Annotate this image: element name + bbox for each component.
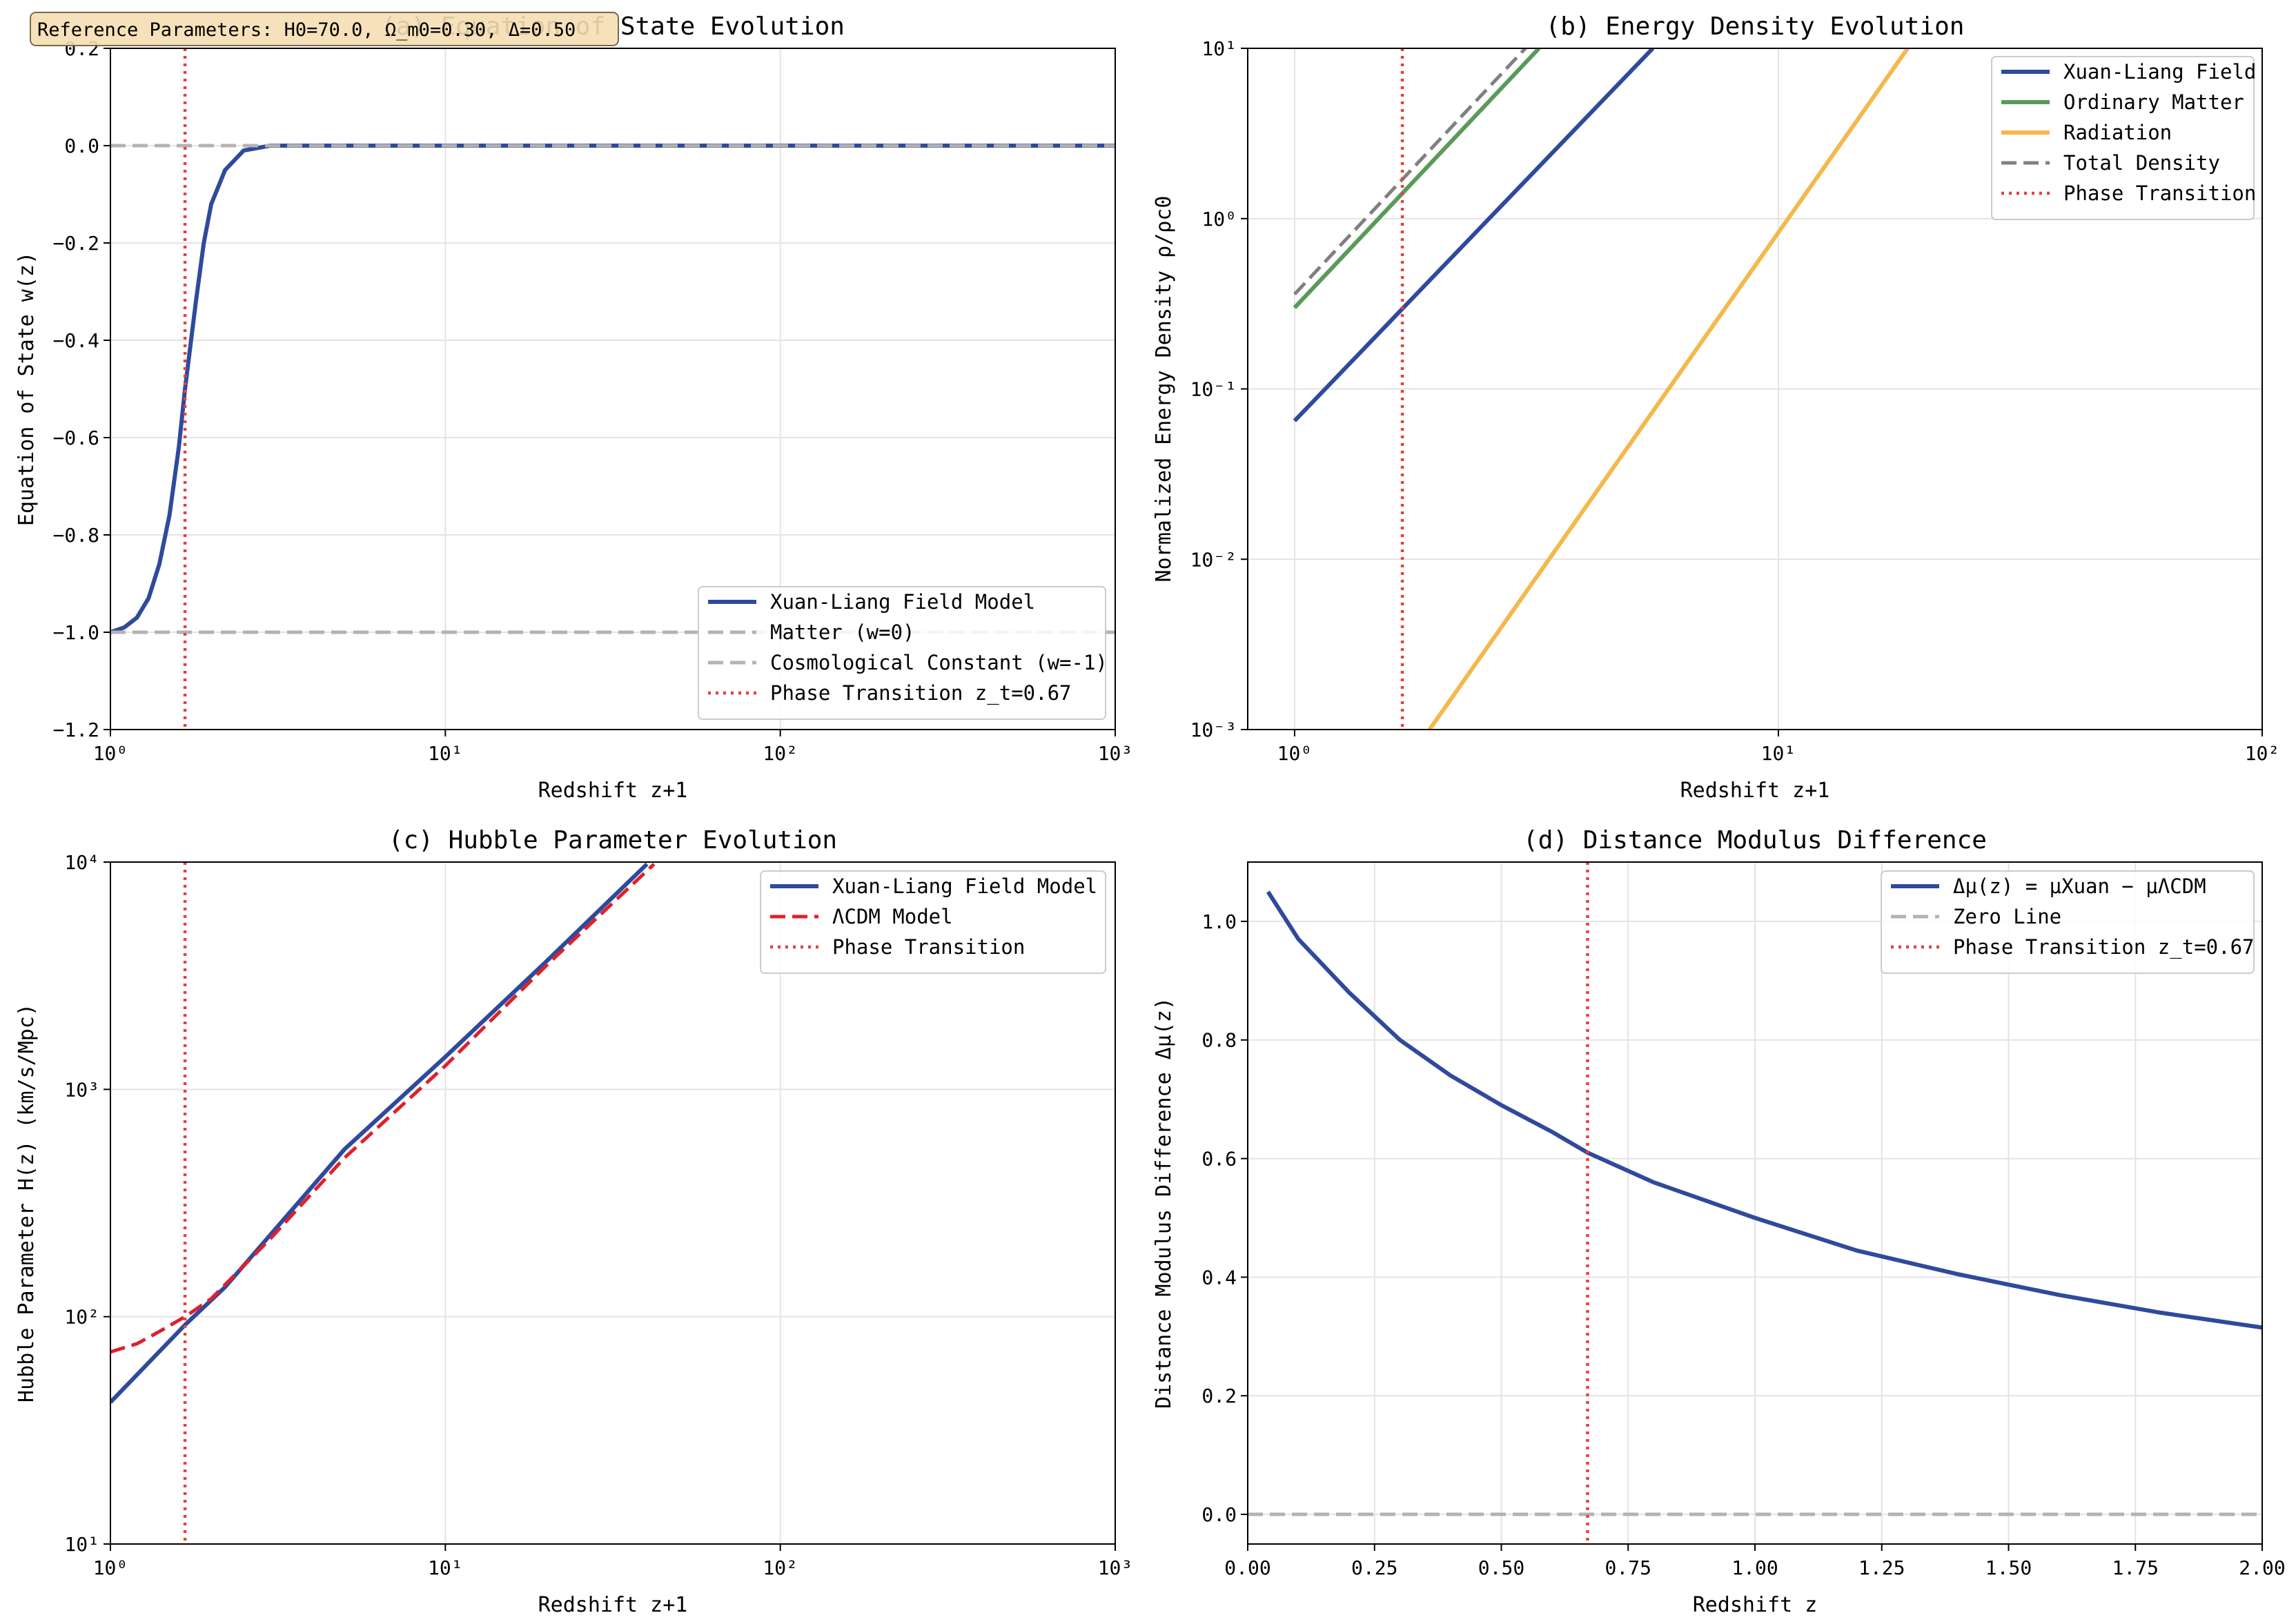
x-tick-label: 1.25 (1858, 1556, 1905, 1579)
y-tick-label: −0.6 (53, 427, 99, 449)
x-tick-label: 0.00 (1224, 1556, 1270, 1579)
series-b-0 (1293, 48, 1655, 422)
panel-b: 10⁰ 10¹ 10² 10¹ 10⁰ 10⁻¹ 10⁻² 10⁻³ (b) Energy De… (1152, 12, 2279, 803)
y-tick-label: 0.0 (1201, 1503, 1237, 1526)
legend-entry: Phase Transition z_t=0.67 (770, 681, 1072, 705)
legend-a: Xuan-Liang Field Model Matter (w=0) Cosmol… (698, 586, 1108, 720)
legend-entry: Zero Line (1953, 905, 2061, 928)
x-tick-label: 10¹ (428, 742, 463, 765)
y-tick-label: 10⁴ (64, 851, 99, 874)
chart-title: (b) Energy Density Evolution (1546, 12, 1965, 41)
y-tick-label: 1.0 (1201, 910, 1237, 933)
x-tick-label: 10⁰ (93, 1556, 128, 1579)
y-tick-label: −0.8 (53, 524, 99, 547)
y-tick-label: −1.2 (53, 719, 99, 741)
x-tick-label: 0.50 (1478, 1556, 1524, 1579)
legend-entry: Phase Transition (832, 935, 1025, 959)
legend-entry: Ordinary Matter (2063, 90, 2244, 114)
reference-parameters-box: Reference Parameters: H0=70.0, Ω_m0=0.30… (30, 12, 619, 46)
y-tick-label: 10⁻³ (1190, 719, 1237, 741)
chart-title: (c) Hubble Parameter Evolution (389, 826, 837, 854)
legend-b: Xuan-Liang Field Ordinary Matter Radiation… (1991, 56, 2256, 220)
y-tick-label: 0.2 (1201, 1385, 1237, 1407)
x-tick-label: 10¹ (1761, 742, 1796, 765)
y-tick-label: 10¹ (64, 1533, 99, 1556)
y-axis-label: Hubble Parameter H(z) (km/s/Mpc) (14, 1004, 39, 1403)
series-c-1 (110, 863, 656, 1354)
x-tick-label: 1.50 (1985, 1556, 2032, 1579)
x-tick-label: 10² (2245, 742, 2280, 765)
legend-entry: Cosmological Constant (w=-1) (770, 651, 1108, 674)
y-tick-label: −1.0 (53, 621, 99, 644)
x-tick-label: 1.75 (2112, 1556, 2159, 1579)
legend-entry: Total Density (2063, 151, 2220, 175)
y-tick-label: −0.2 (53, 232, 99, 255)
y-tick-label: 0.4 (1201, 1266, 1237, 1289)
series-b-2 (1427, 48, 1910, 730)
legend-entry: Xuan-Liang Field Model (770, 590, 1035, 614)
y-tick-label: 10⁻² (1190, 548, 1237, 571)
legend-entry: Δμ(z) = μXuan − μΛCDM (1953, 874, 2206, 898)
x-axis-label: Redshift z+1 (538, 779, 688, 803)
axes-frame-a (110, 48, 1116, 730)
x-tick-label: 10³ (1098, 742, 1133, 765)
y-axis-label: Equation of State w(z) (14, 252, 39, 526)
x-tick-label: 10⁰ (93, 742, 128, 765)
x-axis-label: Redshift z (1693, 1593, 1818, 1617)
x-axis-label: Redshift z+1 (1680, 779, 1830, 803)
panel-d: 0.00 0.25 0.50 0.75 1.00 1.25 1.50 1.75 2.00 0.0 0… (1152, 826, 2286, 1617)
y-tick-label: 0.8 (1201, 1029, 1237, 1052)
series-b-3 (1293, 48, 1527, 295)
legend-entry: Phase Transition z_t=0.67 (1953, 935, 2255, 959)
y-tick-label: −0.4 (53, 329, 99, 352)
y-axis-label: Normalized Energy Density ρ/ρc0 (1152, 196, 1176, 583)
legend-entry: Radiation (2063, 121, 2172, 144)
x-tick-label: 10¹ (428, 1556, 463, 1579)
y-tick-label: 10³ (64, 1078, 99, 1101)
legend-entry: Matter (w=0) (770, 621, 915, 644)
y-tick-label: 10⁰ (1201, 208, 1237, 231)
legend-entry: ΛCDM Model (832, 905, 953, 928)
y-tick-label: 0.6 (1201, 1148, 1237, 1171)
x-tick-label: 2.00 (2239, 1556, 2285, 1579)
legend-d: Δμ(z) = μXuan − μΛCDM Zero Line Phase Tran… (1881, 870, 2255, 974)
x-tick-label: 0.75 (1605, 1556, 1651, 1579)
y-tick-label: 0.0 (64, 135, 99, 157)
y-tick-label: 10² (64, 1306, 99, 1329)
legend-c: Xuan-Liang Field Model ΛCDM Model Phase Tr… (760, 870, 1106, 974)
legend-entry: Phase Transition (2063, 182, 2256, 205)
series-b-1 (1293, 48, 1541, 309)
legend-entry: Xuan-Liang Field Model (832, 874, 1097, 898)
series-c-0 (110, 862, 649, 1404)
x-tick-label: 1.00 (1731, 1556, 1778, 1579)
reference-parameters-text: Reference Parameters: H0=70.0, Ω_m0=0.30… (37, 19, 576, 41)
panel-a: 10⁰ 10¹ 10² 10³0.20.0−0.2−0.4−0.6−0.8−1.0−1… (14, 12, 1132, 803)
x-axis-label: Redshift z+1 (538, 1593, 688, 1617)
y-axis-label: Distance Modulus Difference Δμ(z) (1152, 997, 1176, 1409)
x-tick-label: 10² (763, 742, 798, 765)
y-tick-label: 10¹ (1201, 37, 1237, 60)
x-tick-label: 0.25 (1351, 1556, 1397, 1579)
x-tick-label: 10³ (1098, 1556, 1133, 1579)
y-tick-label: 10⁻¹ (1190, 378, 1237, 401)
legend-entry: Xuan-Liang Field (2063, 60, 2256, 84)
axes-frame-c (110, 861, 1116, 1545)
x-tick-label: 10⁰ (1277, 742, 1313, 765)
series-a-0 (110, 144, 1115, 634)
x-tick-label: 10² (763, 1556, 798, 1579)
chart-title: (d) Distance Modulus Difference (1523, 826, 1987, 854)
